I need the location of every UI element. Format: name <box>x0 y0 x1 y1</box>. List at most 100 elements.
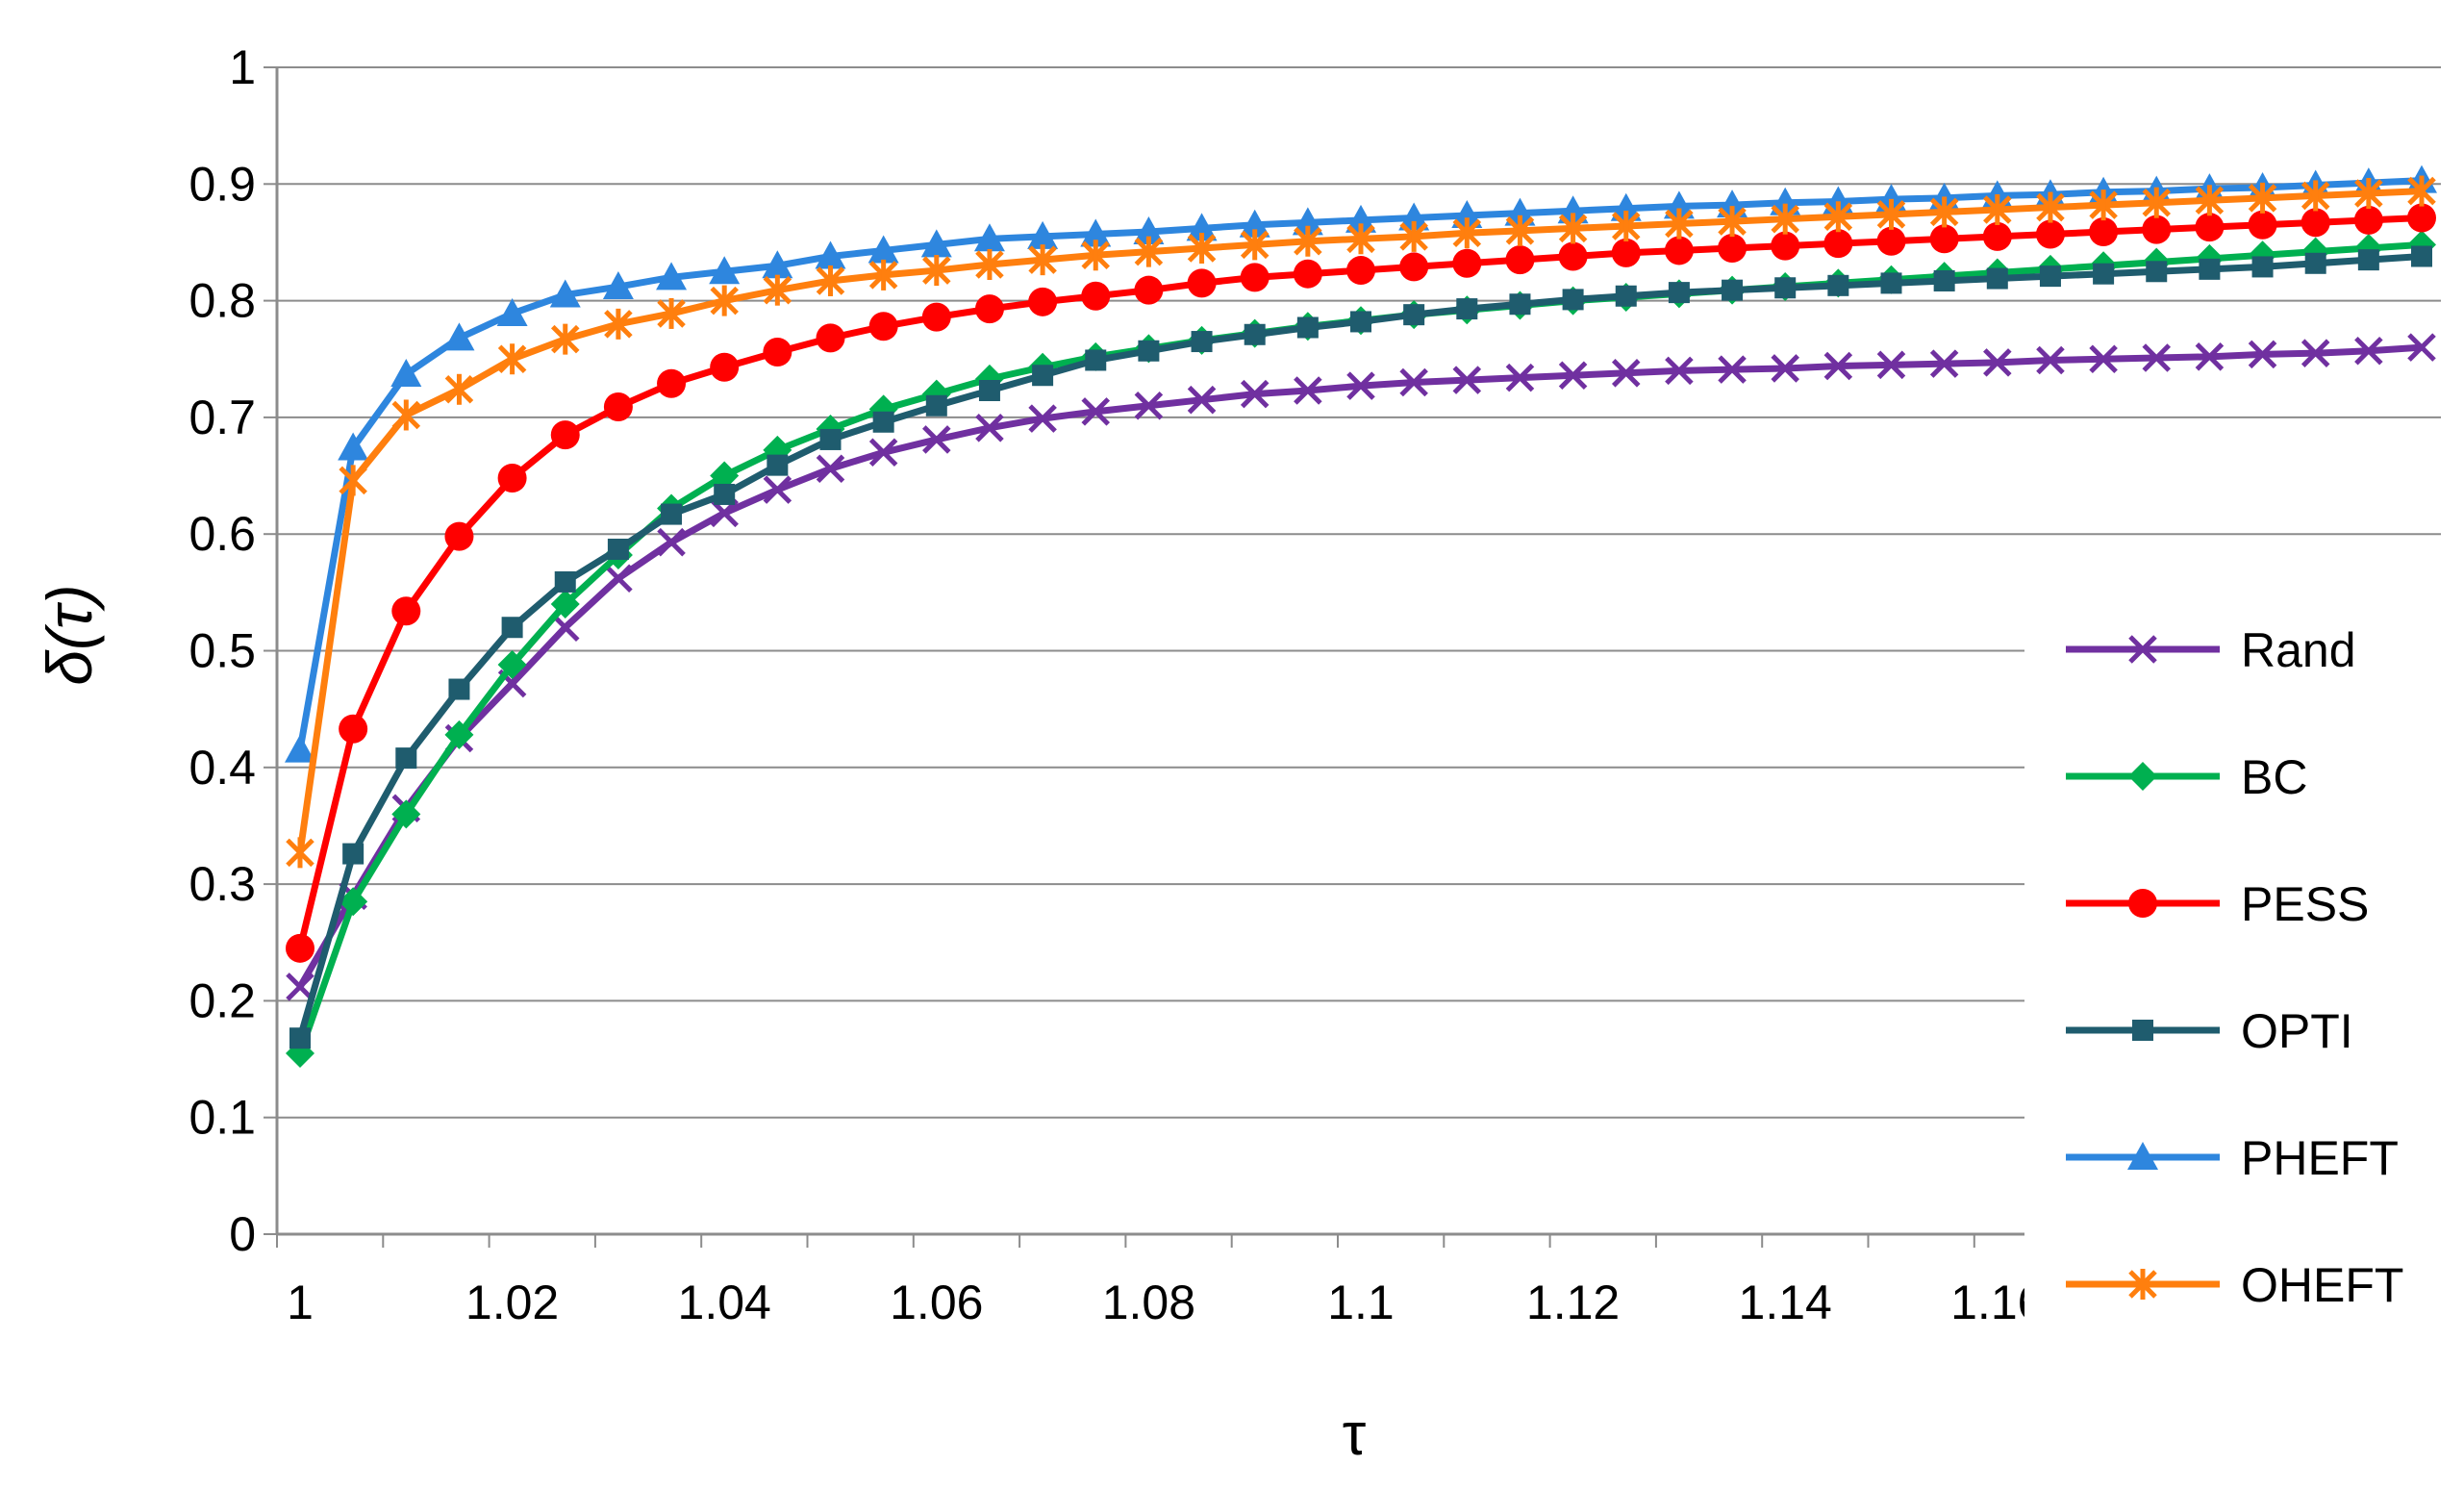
data-point <box>762 250 793 279</box>
data-point <box>1028 287 1058 316</box>
data-point <box>2089 344 2118 374</box>
data-point <box>550 420 580 450</box>
data-point <box>1452 248 1482 278</box>
data-point <box>286 973 314 1001</box>
marker-stroke <box>1346 371 1375 400</box>
legend-label: PHEFT <box>2241 1131 2399 1185</box>
legend-marker <box>2128 762 2157 791</box>
data-point <box>978 380 1000 402</box>
data-point <box>2036 345 2065 375</box>
data-point <box>338 432 369 461</box>
marker-stroke <box>550 613 580 643</box>
marker-stroke <box>2407 333 2436 362</box>
legend-item-pess: PESS <box>2066 877 2369 931</box>
x-tick-label: 1.04 <box>678 1276 771 1329</box>
data-point <box>657 297 686 329</box>
data-point <box>497 650 527 680</box>
data-point <box>1823 351 1853 381</box>
data-point <box>1611 238 1641 267</box>
data-point <box>2407 175 2436 207</box>
data-point <box>2035 219 2065 249</box>
data-point <box>1771 354 1799 383</box>
legend-marker <box>2127 1142 2158 1170</box>
data-point <box>391 399 421 431</box>
data-point <box>1133 216 1165 245</box>
x-tick-label: 1.12 <box>1526 1276 1620 1329</box>
data-point <box>1294 225 1322 257</box>
data-point <box>2301 180 2330 212</box>
legend-label: PESS <box>2241 877 2369 931</box>
y-tick-label: 0.1 <box>189 1091 256 1145</box>
data-point <box>501 617 523 639</box>
data-point <box>2089 217 2119 247</box>
legend-item-rand: Rand <box>2066 623 2356 677</box>
legend-label: Rand <box>2241 623 2356 677</box>
marker-stroke <box>868 438 898 468</box>
y-axis-label: δ(τ) <box>34 584 105 685</box>
data-point <box>1240 229 1270 261</box>
marker-stroke <box>1187 385 1217 415</box>
marker-stroke <box>604 564 633 594</box>
data-point <box>1983 348 2012 377</box>
marker-stroke <box>1823 351 1853 381</box>
data-point <box>2199 258 2221 280</box>
data-point <box>395 747 417 770</box>
marker-stroke <box>2248 340 2277 369</box>
legend-marker <box>2128 635 2157 664</box>
data-point <box>1346 223 1375 255</box>
legend-marker <box>2132 1020 2153 1041</box>
data-point <box>1292 207 1323 236</box>
data-point <box>496 297 528 326</box>
data-point <box>709 256 741 285</box>
data-point <box>1505 363 1535 392</box>
marker-stroke <box>763 475 792 504</box>
data-point <box>2248 210 2277 240</box>
data-point <box>1187 268 1217 298</box>
data-point <box>2142 343 2172 372</box>
data-point <box>1558 361 1588 390</box>
data-point <box>1929 224 1959 254</box>
legend-background <box>2024 596 2464 1327</box>
data-point <box>1505 245 1535 275</box>
data-point <box>2301 339 2330 367</box>
data-point <box>1346 371 1375 400</box>
data-point <box>656 262 688 291</box>
data-point <box>554 570 576 593</box>
data-point <box>1771 203 1799 235</box>
data-point <box>1668 282 1690 304</box>
data-point <box>443 322 475 351</box>
y-tick-label: 0.7 <box>189 391 256 444</box>
data-point <box>1081 240 1111 271</box>
data-point <box>1876 226 1906 256</box>
data-point <box>1771 231 1800 261</box>
data-point <box>1880 272 1902 294</box>
legend: Rand BC PESS OPTI PHEFT OHEFT <box>2024 596 2464 1327</box>
data-point <box>1774 277 1797 299</box>
marker-stroke <box>1399 367 1428 397</box>
data-point <box>714 483 736 505</box>
legend-label: OHEFT <box>2241 1258 2403 1312</box>
data-point <box>657 527 686 557</box>
data-point <box>816 454 845 484</box>
data-point <box>657 368 687 398</box>
data-point <box>973 223 1005 252</box>
data-point <box>1028 404 1057 433</box>
data-point <box>1718 355 1747 384</box>
y-tick-label: 0.9 <box>189 157 256 211</box>
data-point <box>868 259 898 291</box>
data-point <box>497 463 527 493</box>
data-point <box>2195 342 2225 371</box>
marker-stroke <box>1240 379 1270 409</box>
series-opti <box>289 245 2432 1049</box>
data-point <box>1611 210 1641 241</box>
data-point <box>1134 275 1164 305</box>
data-point <box>1504 197 1536 226</box>
marker-stroke <box>286 973 314 1001</box>
data-point <box>1296 316 1319 339</box>
x-tick-label: 1.02 <box>465 1276 559 1329</box>
marker-stroke <box>657 527 686 557</box>
legend-marker <box>2128 889 2157 918</box>
data-point <box>1239 209 1270 238</box>
data-point <box>1350 311 1371 333</box>
